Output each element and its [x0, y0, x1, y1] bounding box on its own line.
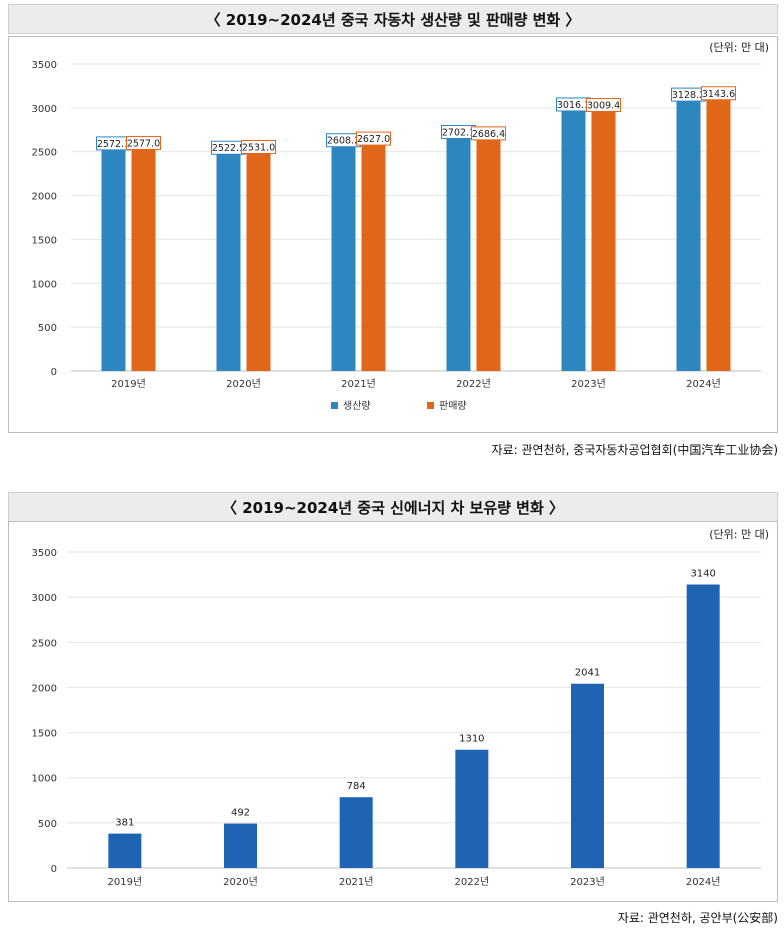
chart2-y-tick-label: 0 — [51, 864, 57, 875]
chart1-x-tick-label: 2020년 — [226, 378, 261, 390]
chart2-bar — [455, 749, 489, 868]
chart1-y-tick-label: 1500 — [32, 235, 57, 246]
chart2-y-tick-label: 3500 — [32, 548, 57, 559]
chart1-data-label-box — [126, 135, 161, 150]
chart1-bar-sales — [706, 95, 731, 372]
chart2-x-tick-label: 2019년 — [108, 876, 143, 888]
chart2-bar — [686, 584, 720, 868]
chart1-unit-label: (단위: 만 대) — [709, 41, 769, 54]
chart1-bar-sales — [476, 135, 501, 371]
chart2-y-tick-label: 1000 — [32, 774, 57, 785]
chart2-x-tick-label: 2023년 — [570, 876, 605, 888]
chart2-y-tick-label: 500 — [38, 819, 57, 830]
chart2-data-label: 1310 — [459, 734, 484, 745]
chart2-bar — [571, 683, 604, 868]
chart2-source: 자료: 관연천하, 공안부(公安部) — [617, 911, 778, 925]
chart1-legend-swatch — [427, 402, 434, 409]
chart1-x-tick-label: 2022년 — [456, 378, 491, 390]
chart1-svg: (단위: 만 대) 0 500 1000 1500 2000 2500 3000 3500 257… — [32, 41, 769, 412]
chart1-y-tick-label: 1000 — [32, 279, 57, 290]
chart2-bar — [224, 823, 257, 868]
chart2-y-tick-label: 3000 — [32, 593, 57, 604]
chart2-y-tick-label: 2000 — [32, 683, 57, 694]
chart1-bar-production — [561, 106, 586, 371]
chart1-y-tick-label: 3500 — [32, 60, 57, 71]
chart1-data-label-box — [471, 126, 506, 141]
chart1-data-label: 3016.1 — [557, 100, 590, 111]
chart1-bar-production — [331, 142, 356, 371]
chart1-data-label-box — [241, 139, 276, 154]
chart1-data-label: 3009.4 — [587, 101, 620, 112]
chart1-data-label-box — [586, 98, 621, 113]
chart1-y-tick-label: 2000 — [32, 192, 57, 203]
chart1-y-tick-label: 2500 — [32, 148, 57, 159]
chart1-bar-production — [216, 149, 241, 371]
chart1-legend-label: 판매량 — [439, 400, 467, 412]
chart1-x-tick-label: 2023년 — [571, 378, 606, 390]
chart2-y-tick-label: 2500 — [32, 638, 57, 649]
chart2-data-label: 2041 — [575, 668, 600, 679]
chart1-source: 자료: 관연천하, 중국자동차공업협회(中国汽车工业协会) — [491, 443, 778, 457]
chart1-legend-label: 생산량 — [343, 400, 371, 412]
chart1-data-label-box — [701, 86, 736, 101]
chart2-bar — [339, 797, 373, 868]
chart2-x-tick-label: 2024년 — [686, 876, 721, 888]
chart1-data-label: 2577.0 — [127, 138, 160, 149]
chart1-data-label: 2608.2 — [327, 136, 360, 147]
chart1-y-tick-label: 0 — [51, 367, 57, 378]
chart1-bar-production — [446, 133, 471, 371]
chart1-y-tick-label: 3000 — [32, 104, 57, 115]
chart1-data-label: 2522.5 — [212, 143, 245, 154]
chart1-x-tick-label: 2024년 — [686, 378, 721, 390]
chart1-bar-sales — [361, 140, 386, 371]
chart2-bar — [108, 833, 142, 868]
chart1-data-label-box — [356, 131, 391, 146]
chart2-x-tick-label: 2022년 — [455, 876, 490, 888]
chart1-data-label: 2531.0 — [242, 142, 275, 153]
chart1-box: (단위: 만 대) 0 500 1000 1500 2000 2500 3000 3500 257… — [8, 36, 778, 433]
chart1-bar-sales — [131, 144, 156, 371]
chart1-bar-sales — [246, 148, 271, 371]
chart2-unit-label: (단위: 만 대) — [709, 528, 769, 541]
chart2-data-label: 492 — [231, 808, 250, 819]
chart2-x-tick-label: 2020년 — [223, 876, 258, 888]
chart2-title: 〈 2019~2024년 중국 신에너지 차 보유량 변화 〉 — [8, 492, 778, 522]
chart2-svg: (단위: 만 대) 0 500 1000 1500 2000 2500 3000 3500 381… — [32, 528, 769, 888]
chart1-data-label: 2702.1 — [442, 127, 475, 138]
chart1-data-label: 2627.0 — [357, 134, 390, 145]
chart1-data-label: 3128.2 — [672, 90, 705, 101]
chart1-bar-production — [676, 96, 701, 371]
chart1-title: 〈 2019~2024년 중국 자동차 생산량 및 판매량 변화 〉 — [8, 4, 778, 34]
chart2-data-label: 784 — [347, 781, 366, 792]
chart1-bar-sales — [591, 107, 616, 372]
chart2-data-label: 381 — [115, 818, 134, 829]
chart1-data-label: 2686.4 — [472, 129, 505, 140]
chart1-x-tick-label: 2019년 — [111, 378, 146, 390]
chart2-x-tick-label: 2021년 — [339, 876, 374, 888]
chart1-data-label: 3143.6 — [702, 89, 735, 100]
chart2-data-label: 3140 — [690, 569, 715, 580]
chart1-x-tick-label: 2021년 — [341, 378, 376, 390]
chart1-legend-swatch — [331, 402, 338, 409]
chart2-y-tick-label: 1500 — [32, 729, 57, 740]
chart1-bar-production — [101, 145, 126, 371]
chart1-data-label: 2572.1 — [97, 139, 130, 150]
chart2-box: (단위: 만 대) 0 500 1000 1500 2000 2500 3000 3500 381… — [8, 521, 778, 902]
chart1-y-tick-label: 500 — [38, 323, 57, 334]
